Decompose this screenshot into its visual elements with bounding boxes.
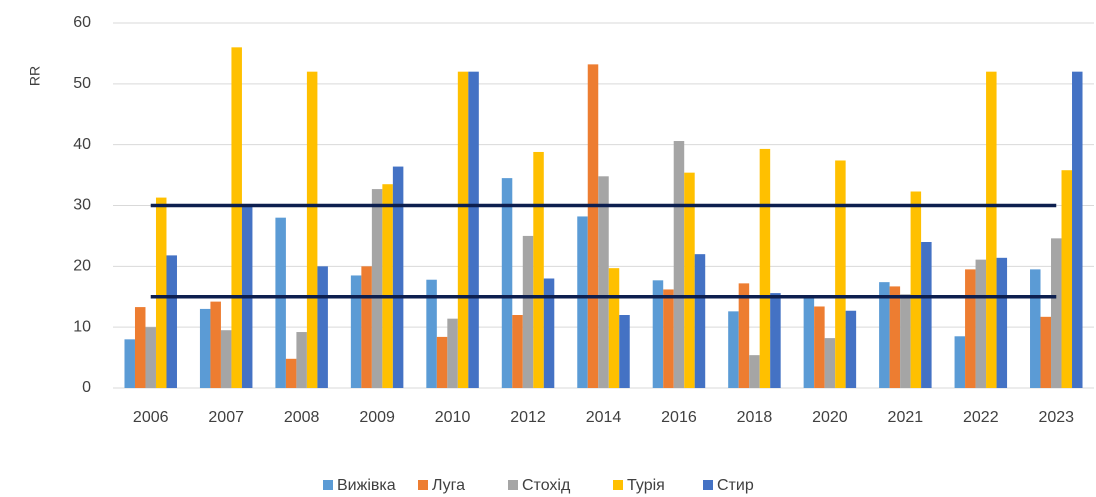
bar — [900, 294, 911, 388]
x-tick-label: 2014 — [586, 409, 622, 426]
y-tick-label: 20 — [73, 258, 91, 275]
x-tick-label: 2016 — [661, 409, 697, 426]
legend-label: Вижівка — [337, 477, 396, 494]
bar — [835, 160, 846, 388]
bar — [306, 71, 318, 389]
bar — [652, 280, 664, 388]
legend-swatch — [418, 480, 428, 490]
bar — [371, 189, 383, 388]
x-tick-label: 2007 — [208, 409, 244, 426]
legend-swatch — [508, 480, 518, 490]
bar — [382, 184, 393, 388]
y-tick-label: 50 — [73, 75, 91, 92]
bar — [124, 339, 135, 388]
y-axis-label: RR — [27, 66, 43, 86]
bar — [1061, 170, 1073, 388]
bar — [684, 172, 695, 388]
bar — [1030, 269, 1041, 388]
bar — [824, 338, 836, 388]
bar — [965, 269, 976, 388]
bar — [296, 332, 307, 388]
bar — [608, 268, 620, 388]
bar — [512, 315, 523, 388]
bar — [317, 266, 328, 388]
bar — [975, 259, 987, 388]
bar — [587, 64, 599, 388]
x-tick-label: 2018 — [737, 409, 773, 426]
bar — [910, 191, 922, 388]
bar — [231, 47, 242, 388]
bar — [501, 178, 513, 388]
bar — [1072, 71, 1083, 389]
y-tick-label: 0 — [82, 379, 91, 396]
bar — [392, 166, 404, 388]
bar — [447, 318, 458, 388]
bar — [533, 151, 544, 388]
x-tick-label: 2009 — [359, 409, 395, 426]
bar — [749, 355, 760, 388]
bar — [350, 275, 362, 388]
bar — [166, 255, 177, 388]
legend-swatch — [323, 480, 333, 490]
legend-label: Стохід — [522, 477, 571, 494]
bar — [543, 278, 555, 388]
bar — [770, 293, 781, 388]
x-tick-label: 2020 — [812, 409, 848, 426]
bar — [361, 266, 372, 388]
bar — [954, 336, 966, 388]
bar — [436, 336, 448, 388]
bar — [199, 308, 211, 388]
bar — [738, 283, 750, 388]
bar — [426, 279, 437, 388]
bar — [155, 197, 167, 388]
x-tick-label: 2006 — [133, 409, 169, 426]
bar — [845, 310, 857, 388]
x-tick-label: 2021 — [888, 409, 924, 426]
x-tick-label: 2022 — [963, 409, 999, 426]
y-tick-label: 10 — [73, 318, 91, 335]
bar — [694, 254, 706, 388]
bar — [803, 297, 815, 388]
bar — [1040, 316, 1052, 388]
bar — [220, 330, 232, 388]
bar — [1051, 238, 1062, 388]
x-tick-label: 2023 — [1038, 409, 1074, 426]
bar — [921, 242, 932, 388]
bar — [145, 327, 156, 388]
bar — [728, 311, 739, 388]
bar — [759, 148, 771, 388]
bar — [577, 216, 588, 388]
bar — [663, 289, 674, 388]
bar — [468, 71, 479, 389]
bar — [285, 358, 297, 388]
bar — [619, 315, 630, 388]
legend-label: Луга — [432, 477, 465, 494]
legend-swatch — [613, 480, 623, 490]
bar — [134, 307, 146, 388]
x-tick-label: 2012 — [510, 409, 546, 426]
x-tick-label: 2010 — [435, 409, 471, 426]
bar — [275, 217, 286, 388]
bar — [879, 282, 890, 388]
bar — [889, 286, 901, 388]
bar — [598, 176, 609, 388]
bar — [457, 71, 469, 389]
x-tick-label: 2008 — [284, 409, 320, 426]
bar — [673, 141, 685, 388]
bar — [996, 257, 1008, 388]
y-tick-label: 30 — [73, 197, 91, 214]
bar — [522, 235, 534, 388]
bar — [986, 71, 997, 389]
bar — [814, 306, 825, 388]
legend-swatch — [703, 480, 713, 490]
y-tick-label: 60 — [73, 14, 91, 31]
legend-label: Стир — [717, 477, 754, 494]
bar — [210, 301, 221, 388]
y-tick-label: 40 — [73, 136, 91, 153]
legend-label: Турія — [627, 477, 665, 494]
